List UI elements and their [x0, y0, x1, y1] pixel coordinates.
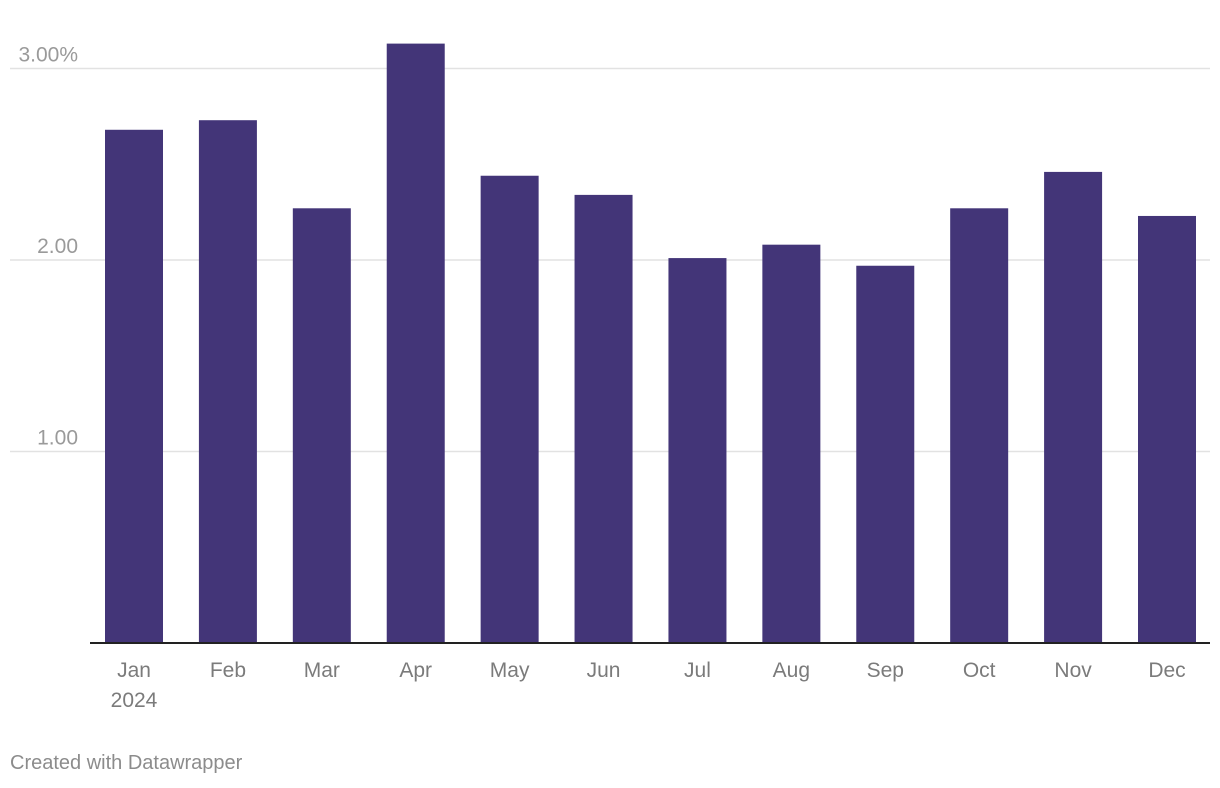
x-tick-label: Sep [867, 659, 904, 682]
bar-nov[interactable] [1044, 171, 1103, 643]
x-tick-label: Apr [399, 659, 432, 682]
x-axis-labels: Jan Feb Mar Apr May Jun Jul Aug Sep Oct Nov Dec 2024 [111, 659, 1186, 712]
bar-chart: 1.00 2.00 3.00% Jan Feb Mar Apr May Jun Jul Aug Se… [10, 43, 1210, 712]
y-tick-label: 3.00% [18, 44, 78, 67]
bar-oct[interactable] [950, 208, 1009, 644]
x-tick-label: Nov [1054, 659, 1092, 682]
credit-text: Created with Datawrapper [10, 752, 243, 774]
y-tick-label: 1.00 [37, 427, 78, 450]
bar-may[interactable] [480, 175, 539, 644]
x-year-label: 2024 [111, 689, 158, 712]
x-tick-label: Jul [684, 659, 711, 682]
bar-sep[interactable] [856, 265, 915, 643]
x-tick-label: May [490, 659, 530, 682]
x-tick-label: Oct [963, 659, 996, 682]
x-tick-label: Jun [587, 659, 621, 682]
x-tick-label: Feb [210, 659, 246, 682]
x-tick-label: Dec [1148, 659, 1185, 682]
y-tick-label: 2.00 [37, 235, 78, 258]
bar-jun[interactable] [574, 194, 633, 643]
x-tick-label: Aug [773, 659, 810, 682]
bar-apr[interactable] [386, 43, 445, 644]
bar-mar[interactable] [292, 208, 351, 644]
bar-jan[interactable] [105, 129, 163, 643]
bar-dec[interactable] [1138, 215, 1196, 643]
y-axis-labels: 1.00 2.00 3.00% [18, 44, 78, 450]
x-tick-label: Mar [304, 659, 340, 682]
bar-aug[interactable] [762, 244, 821, 643]
bars [105, 43, 1196, 644]
bar-feb[interactable] [198, 120, 257, 643]
x-tick-label: Jan [117, 659, 151, 682]
bar-jul[interactable] [668, 258, 727, 643]
